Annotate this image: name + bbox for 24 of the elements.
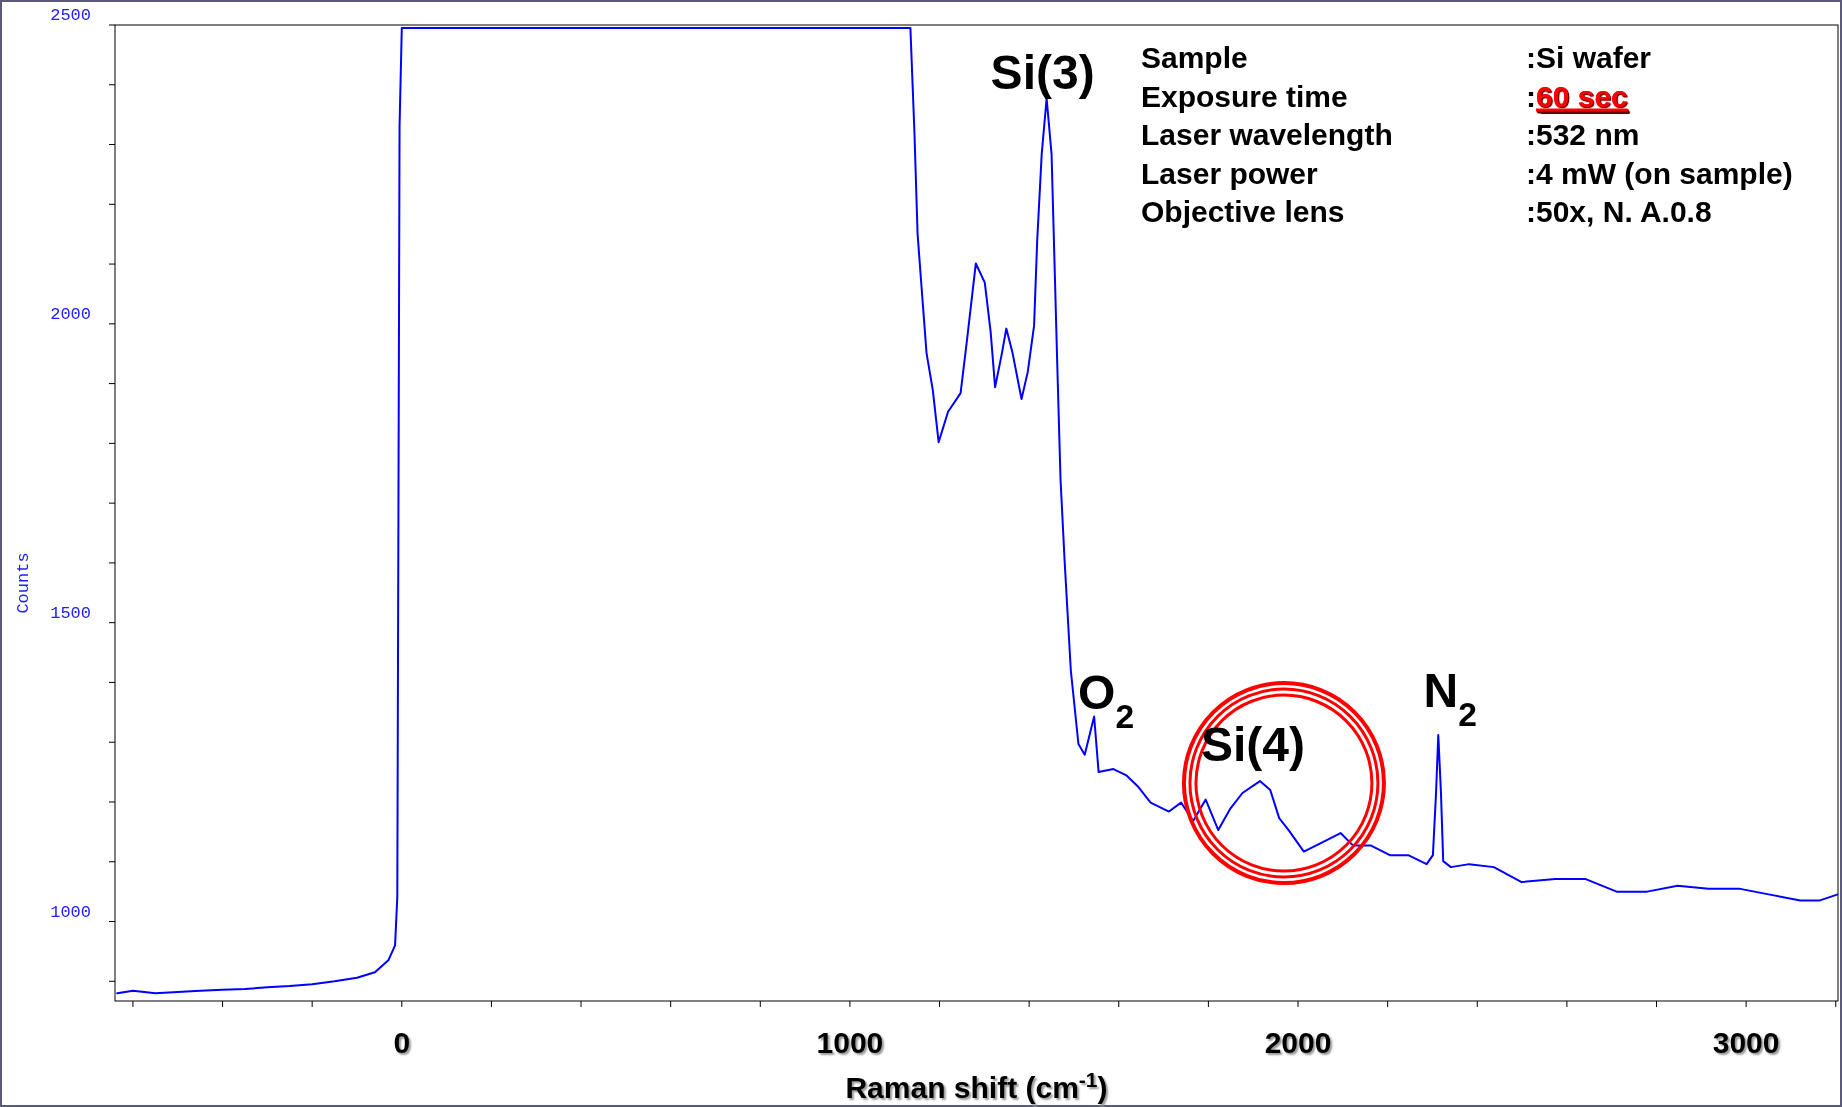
y-tick-label: 2000 [50,304,91,324]
x-axis-title: Raman shift (cm$^{-1}$) [845,1067,1108,1104]
x-tick-label: 1000 [816,1026,884,1059]
y-tick-label: 2500 [50,6,91,25]
annotation: :60 sec [1526,79,1628,113]
x-tick-label: 2000 [1264,1026,1332,1059]
y-tick-label: 1500 [50,603,91,623]
x-tick-label: 3000 [1712,1026,1780,1059]
annotation: Si(4) [1200,718,1305,772]
annotation: Exposure time [1141,79,1348,113]
annotation: N$_{2}$ [1423,664,1477,733]
annotation: Sample [1141,41,1248,74]
annotation: Laser wavelength [1141,118,1393,151]
x-tick-label: 0 [393,1026,411,1059]
annotation: Objective lens [1141,195,1345,228]
annotation: :Si wafer [1526,41,1652,74]
annotation: Si(3) [990,45,1095,99]
y-axis-title: Counts [14,552,33,614]
annotation: Laser power [1141,156,1319,190]
annotation: :4 mW (on sample) [1526,156,1793,190]
annotation: :532 nm [1526,118,1640,151]
y-tick-label: 1000 [50,902,91,922]
annotation: :50x, N. A.0.8 [1526,195,1712,228]
annotation: O$_{2}$ [1078,665,1135,735]
